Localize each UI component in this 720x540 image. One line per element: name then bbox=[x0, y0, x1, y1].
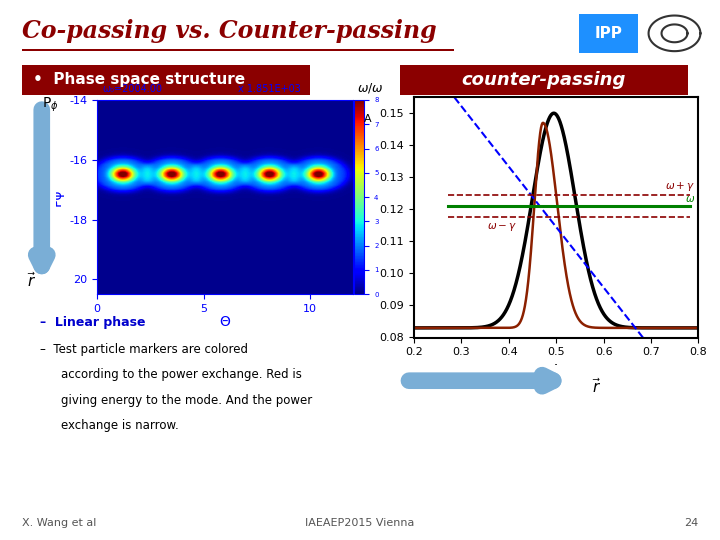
Text: exchange is narrow.: exchange is narrow. bbox=[61, 419, 179, 432]
Text: $\omega$: $\omega$ bbox=[685, 194, 695, 204]
Text: x 1.851E+03: x 1.851E+03 bbox=[238, 84, 301, 94]
Text: $\vec{r}$: $\vec{r}$ bbox=[592, 376, 601, 396]
Text: •  Phase space structure: • Phase space structure bbox=[33, 72, 246, 87]
Text: P$_\phi$: P$_\phi$ bbox=[42, 96, 58, 114]
Text: $\omega/\omega$: $\omega/\omega$ bbox=[357, 81, 384, 95]
Text: $\omega-\gamma$: $\omega-\gamma$ bbox=[487, 220, 518, 233]
Text: giving energy to the mode. And the power: giving energy to the mode. And the power bbox=[61, 394, 312, 407]
Text: counter-passing: counter-passing bbox=[462, 71, 626, 89]
Text: X. Wang et al: X. Wang et al bbox=[22, 518, 96, 528]
Text: 24: 24 bbox=[684, 518, 698, 528]
Text: IAEAEP2015 Vienna: IAEAEP2015 Vienna bbox=[305, 518, 415, 528]
Text: A: A bbox=[364, 113, 372, 124]
Y-axis label: Pϕ: Pϕ bbox=[50, 188, 64, 206]
Text: –  Linear phase: – Linear phase bbox=[40, 316, 145, 329]
Text: ω₀=2004.00: ω₀=2004.00 bbox=[102, 84, 162, 94]
Text: $\omega+\gamma$: $\omega+\gamma$ bbox=[665, 180, 695, 193]
X-axis label: Θ: Θ bbox=[220, 315, 230, 329]
Text: IPP: IPP bbox=[595, 26, 622, 41]
Text: Co-passing vs. Counter-passing: Co-passing vs. Counter-passing bbox=[22, 19, 436, 43]
Text: according to the power exchange. Red is: according to the power exchange. Red is bbox=[61, 368, 302, 381]
Text: –  Test particle markers are colored: – Test particle markers are colored bbox=[40, 343, 248, 356]
Text: $\vec{r}$: $\vec{r}$ bbox=[27, 271, 37, 291]
FancyBboxPatch shape bbox=[579, 14, 638, 52]
X-axis label: r/a: r/a bbox=[546, 363, 567, 377]
